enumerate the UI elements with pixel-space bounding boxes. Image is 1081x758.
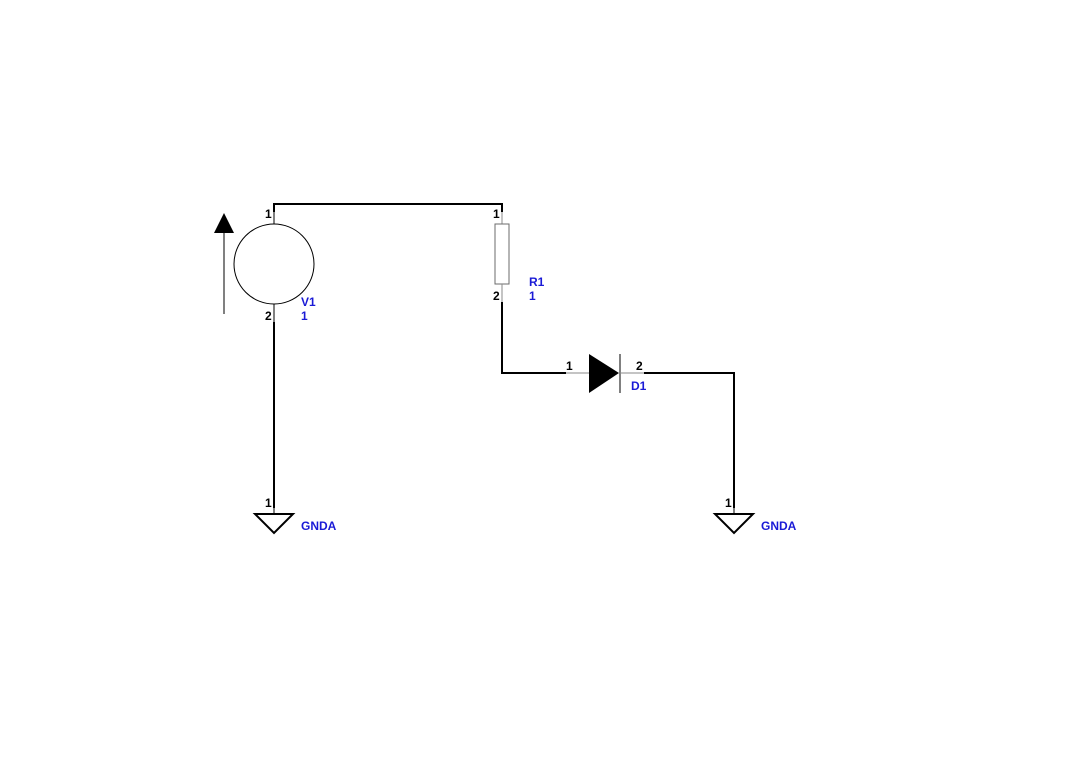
gnd-left-label: GNDA — [301, 519, 337, 533]
ground-symbol-right[interactable]: 1 GNDA — [712, 496, 797, 535]
wire-r1-to-d1 — [501, 302, 566, 374]
polarity-arrow-head-icon — [214, 213, 234, 233]
d1-pin1-label: 1 — [566, 359, 573, 373]
gnd-right-pin-label: 1 — [725, 496, 732, 510]
v1-ref-label: V1 — [301, 295, 316, 309]
v1-pin2-label: 2 — [265, 309, 272, 323]
ground-symbol-left[interactable]: 1 GNDA — [252, 496, 337, 535]
d1-ref-label: D1 — [631, 379, 647, 393]
resistor-symbol — [494, 223, 510, 285]
r1-ref-label: R1 — [529, 275, 545, 289]
gnd-left-pin-label: 1 — [265, 496, 272, 510]
ground-icon — [252, 513, 296, 535]
voltage-source-symbol — [233, 223, 315, 305]
r1-pin2-label: 2 — [493, 289, 500, 303]
wires — [273, 203, 735, 508]
voltage-source-v1[interactable]: 1 2 V1 1 — [214, 207, 316, 323]
diode-d1[interactable]: 1 2 D1 — [566, 354, 647, 393]
ground-icon — [712, 513, 756, 535]
diode-triangle-icon — [589, 354, 619, 393]
r1-pin1-label: 1 — [493, 207, 500, 221]
v1-pin1-label: 1 — [265, 207, 272, 221]
wire-v1-to-r1 — [273, 203, 503, 212]
r1-value-label: 1 — [529, 289, 536, 303]
wire-d1-to-gnd — [644, 372, 735, 508]
resistor-r1[interactable]: 1 2 R1 1 — [493, 207, 545, 303]
v1-value-label: 1 — [301, 309, 308, 323]
gnd-right-label: GNDA — [761, 519, 797, 533]
d1-pin2-label: 2 — [636, 359, 643, 373]
